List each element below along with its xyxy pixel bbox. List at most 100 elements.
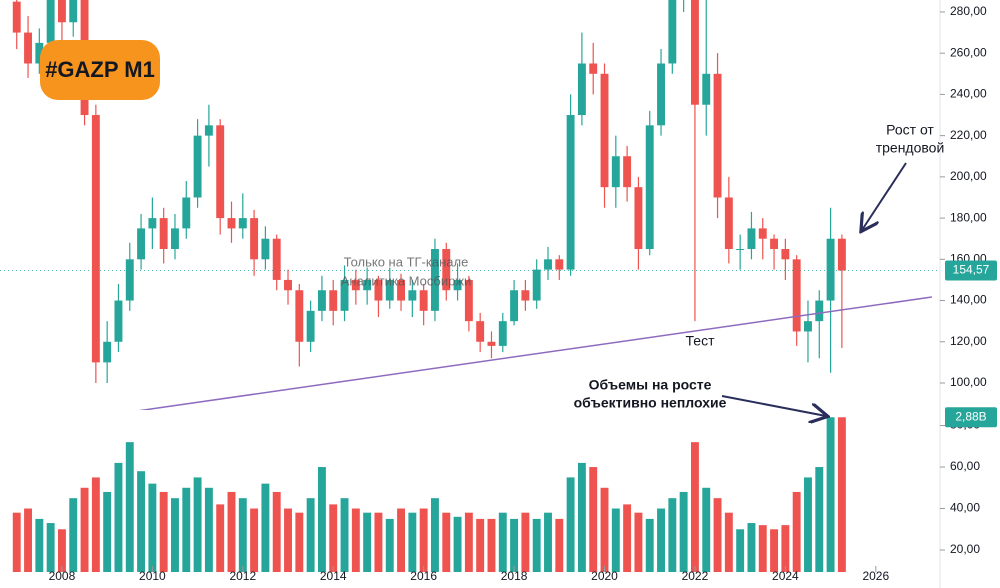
volume-bar	[804, 477, 812, 572]
badge-bg	[40, 40, 160, 100]
candle-body	[668, 0, 677, 64]
volume-bar	[182, 487, 191, 572]
volume-bar	[453, 516, 462, 572]
candle-body	[137, 228, 146, 260]
x-tick-label: 2008	[49, 569, 76, 583]
candle-body	[431, 249, 439, 311]
candle-body	[476, 321, 485, 342]
volume-bar	[781, 525, 790, 572]
candle-body	[770, 238, 779, 250]
candle-body	[453, 279, 462, 291]
volume-bar	[171, 498, 179, 572]
candle-body	[555, 259, 564, 270]
candle-body	[69, 0, 78, 23]
volume-bar	[758, 525, 767, 572]
volume-bar	[702, 487, 711, 572]
candle-body	[12, 1, 21, 33]
candle-body	[544, 259, 552, 270]
volume-tick-label: 40,00	[950, 501, 980, 515]
candle-body	[171, 228, 179, 250]
volume-bar	[736, 529, 745, 572]
y-tick-label: 260,00	[950, 45, 987, 59]
annotation: Объемы на росте	[589, 377, 712, 393]
candle-body	[306, 310, 315, 342]
axes: 100,00120,00140,00160,00180,00200,00220,…	[49, 0, 997, 588]
candle-body	[736, 249, 745, 251]
y-tick-label: 240,00	[950, 87, 987, 101]
volume-bar	[306, 498, 315, 572]
arrow	[721, 395, 826, 416]
volume-bar	[148, 483, 157, 572]
last-price-label: 154,57	[953, 263, 990, 277]
last-price-box	[945, 260, 997, 281]
candle-body	[91, 115, 100, 363]
candle-body	[408, 290, 417, 301]
candle-body	[182, 197, 191, 229]
candle-body	[159, 218, 168, 250]
candle-body	[397, 279, 406, 301]
volume-bar	[679, 491, 688, 572]
candle-body	[24, 32, 32, 64]
volume-bar	[363, 512, 372, 572]
x-tick-label: 2010	[139, 569, 166, 583]
candle-body	[216, 125, 225, 219]
candle-body	[792, 259, 801, 332]
candle-body	[35, 42, 44, 64]
volume-bar	[521, 512, 530, 572]
candle-body	[284, 279, 292, 291]
candle-body	[781, 249, 790, 260]
annotation: трендовой	[876, 140, 945, 156]
volume-bar	[589, 467, 598, 572]
candle-body	[713, 73, 722, 198]
annotation: объективно неплохие	[574, 395, 727, 411]
volume-last-box	[945, 407, 997, 428]
x-tick-label: 2020	[591, 569, 618, 583]
watermark: Аналитика Мосбиржи	[341, 273, 472, 288]
volume-bar	[295, 512, 304, 572]
candle-body	[419, 290, 428, 311]
badge: #GAZP M1	[45, 57, 155, 82]
volume-bar	[351, 508, 360, 572]
candle-body	[385, 279, 394, 301]
volume-bar	[69, 498, 78, 572]
volume-bar	[250, 508, 259, 572]
volume-bar	[114, 462, 123, 572]
y-tick-label: 200,00	[950, 169, 987, 183]
trendline	[138, 296, 932, 410]
volume-bar	[159, 491, 168, 572]
volume-bar	[487, 518, 496, 572]
volume-bar	[668, 498, 677, 572]
candle-body	[46, 0, 55, 43]
annotations: #GAZP M1 Только на ТГ-канале Аналитика М…	[40, 40, 944, 416]
volume-bar	[724, 512, 733, 572]
x-tick-label: 2026	[862, 569, 889, 583]
volume-bar	[216, 504, 225, 572]
volume-bar	[770, 529, 779, 572]
volume-bar	[261, 483, 270, 572]
candle-body	[521, 290, 530, 301]
volume-bar	[238, 498, 247, 572]
volume-bar	[340, 498, 349, 572]
candle-body	[510, 290, 519, 322]
candle-body	[363, 279, 372, 291]
candle-body	[645, 125, 654, 250]
volume-tick-label: 60,00	[950, 459, 980, 473]
candle-body	[623, 156, 632, 188]
x-tick-label: 2022	[682, 569, 709, 583]
volume-bar	[227, 491, 236, 572]
candle-body	[103, 341, 112, 363]
candle-body	[464, 279, 473, 322]
candle-body	[329, 290, 338, 311]
volume-bar	[657, 508, 665, 572]
volume-bar	[24, 508, 32, 572]
volume-bar	[623, 504, 632, 572]
candle-body	[600, 73, 609, 188]
candle-body	[204, 125, 213, 136]
candle-body	[589, 63, 598, 74]
volume-bar	[272, 491, 281, 572]
candle-body	[815, 300, 824, 322]
volume-bar	[397, 508, 406, 572]
candle-body	[634, 187, 643, 250]
candle-body	[577, 63, 586, 116]
